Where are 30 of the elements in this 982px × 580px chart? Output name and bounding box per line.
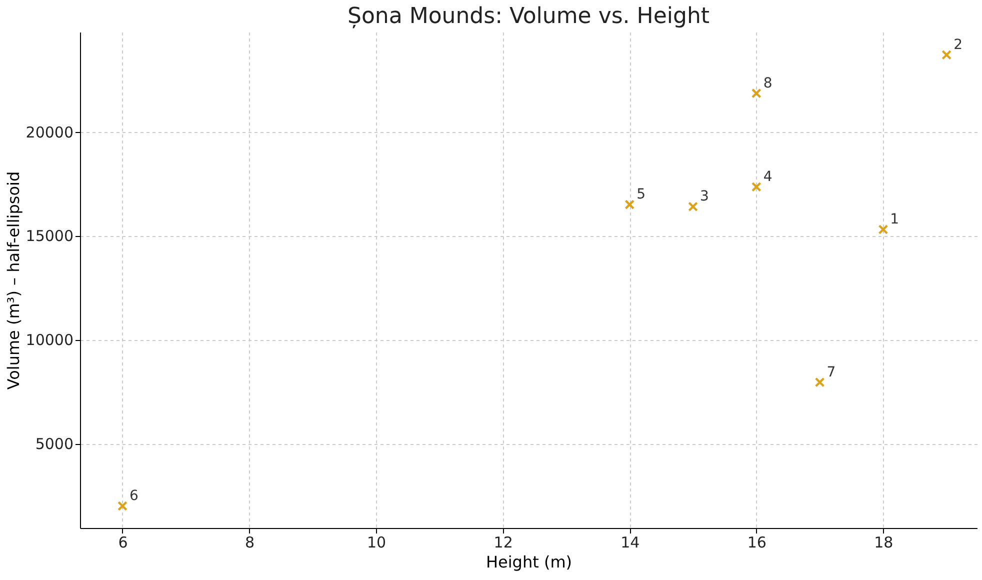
chart-title: Șona Mounds: Volume vs. Height: [347, 4, 710, 29]
point: [688, 202, 698, 212]
y-tick-label: 20000: [26, 123, 74, 142]
y-tick-label: 10000: [26, 331, 74, 350]
y-axis-title: Volume (m³) – half-ellipsoid: [4, 171, 23, 390]
point: [624, 200, 635, 210]
x-tick-label: 14: [620, 534, 640, 552]
x-tick-label: 16: [747, 534, 766, 552]
point: [878, 224, 888, 234]
point: [751, 88, 762, 98]
annotation: 3: [700, 188, 709, 205]
x-tick-label: 12: [494, 534, 513, 552]
x-tick-label: 6: [118, 534, 128, 552]
x-tick-label: 8: [244, 534, 255, 552]
annotation: 6: [129, 488, 138, 504]
x-tick-label: 18: [874, 534, 894, 552]
annotation: 4: [763, 168, 772, 185]
point: [118, 500, 128, 511]
annotation: 8: [763, 75, 772, 92]
annotation: 7: [826, 364, 836, 380]
point: [814, 377, 825, 388]
x-axis-title: Height (m): [486, 552, 572, 572]
annotation: 1: [890, 211, 900, 228]
point: [942, 50, 952, 60]
annotation: 5: [636, 186, 646, 203]
point: [751, 182, 762, 192]
x-tick-label: 10: [366, 534, 386, 552]
y-tick-label: 5000: [35, 435, 74, 454]
y-tick-label: 15000: [26, 227, 74, 246]
annotation: 2: [954, 36, 962, 53]
